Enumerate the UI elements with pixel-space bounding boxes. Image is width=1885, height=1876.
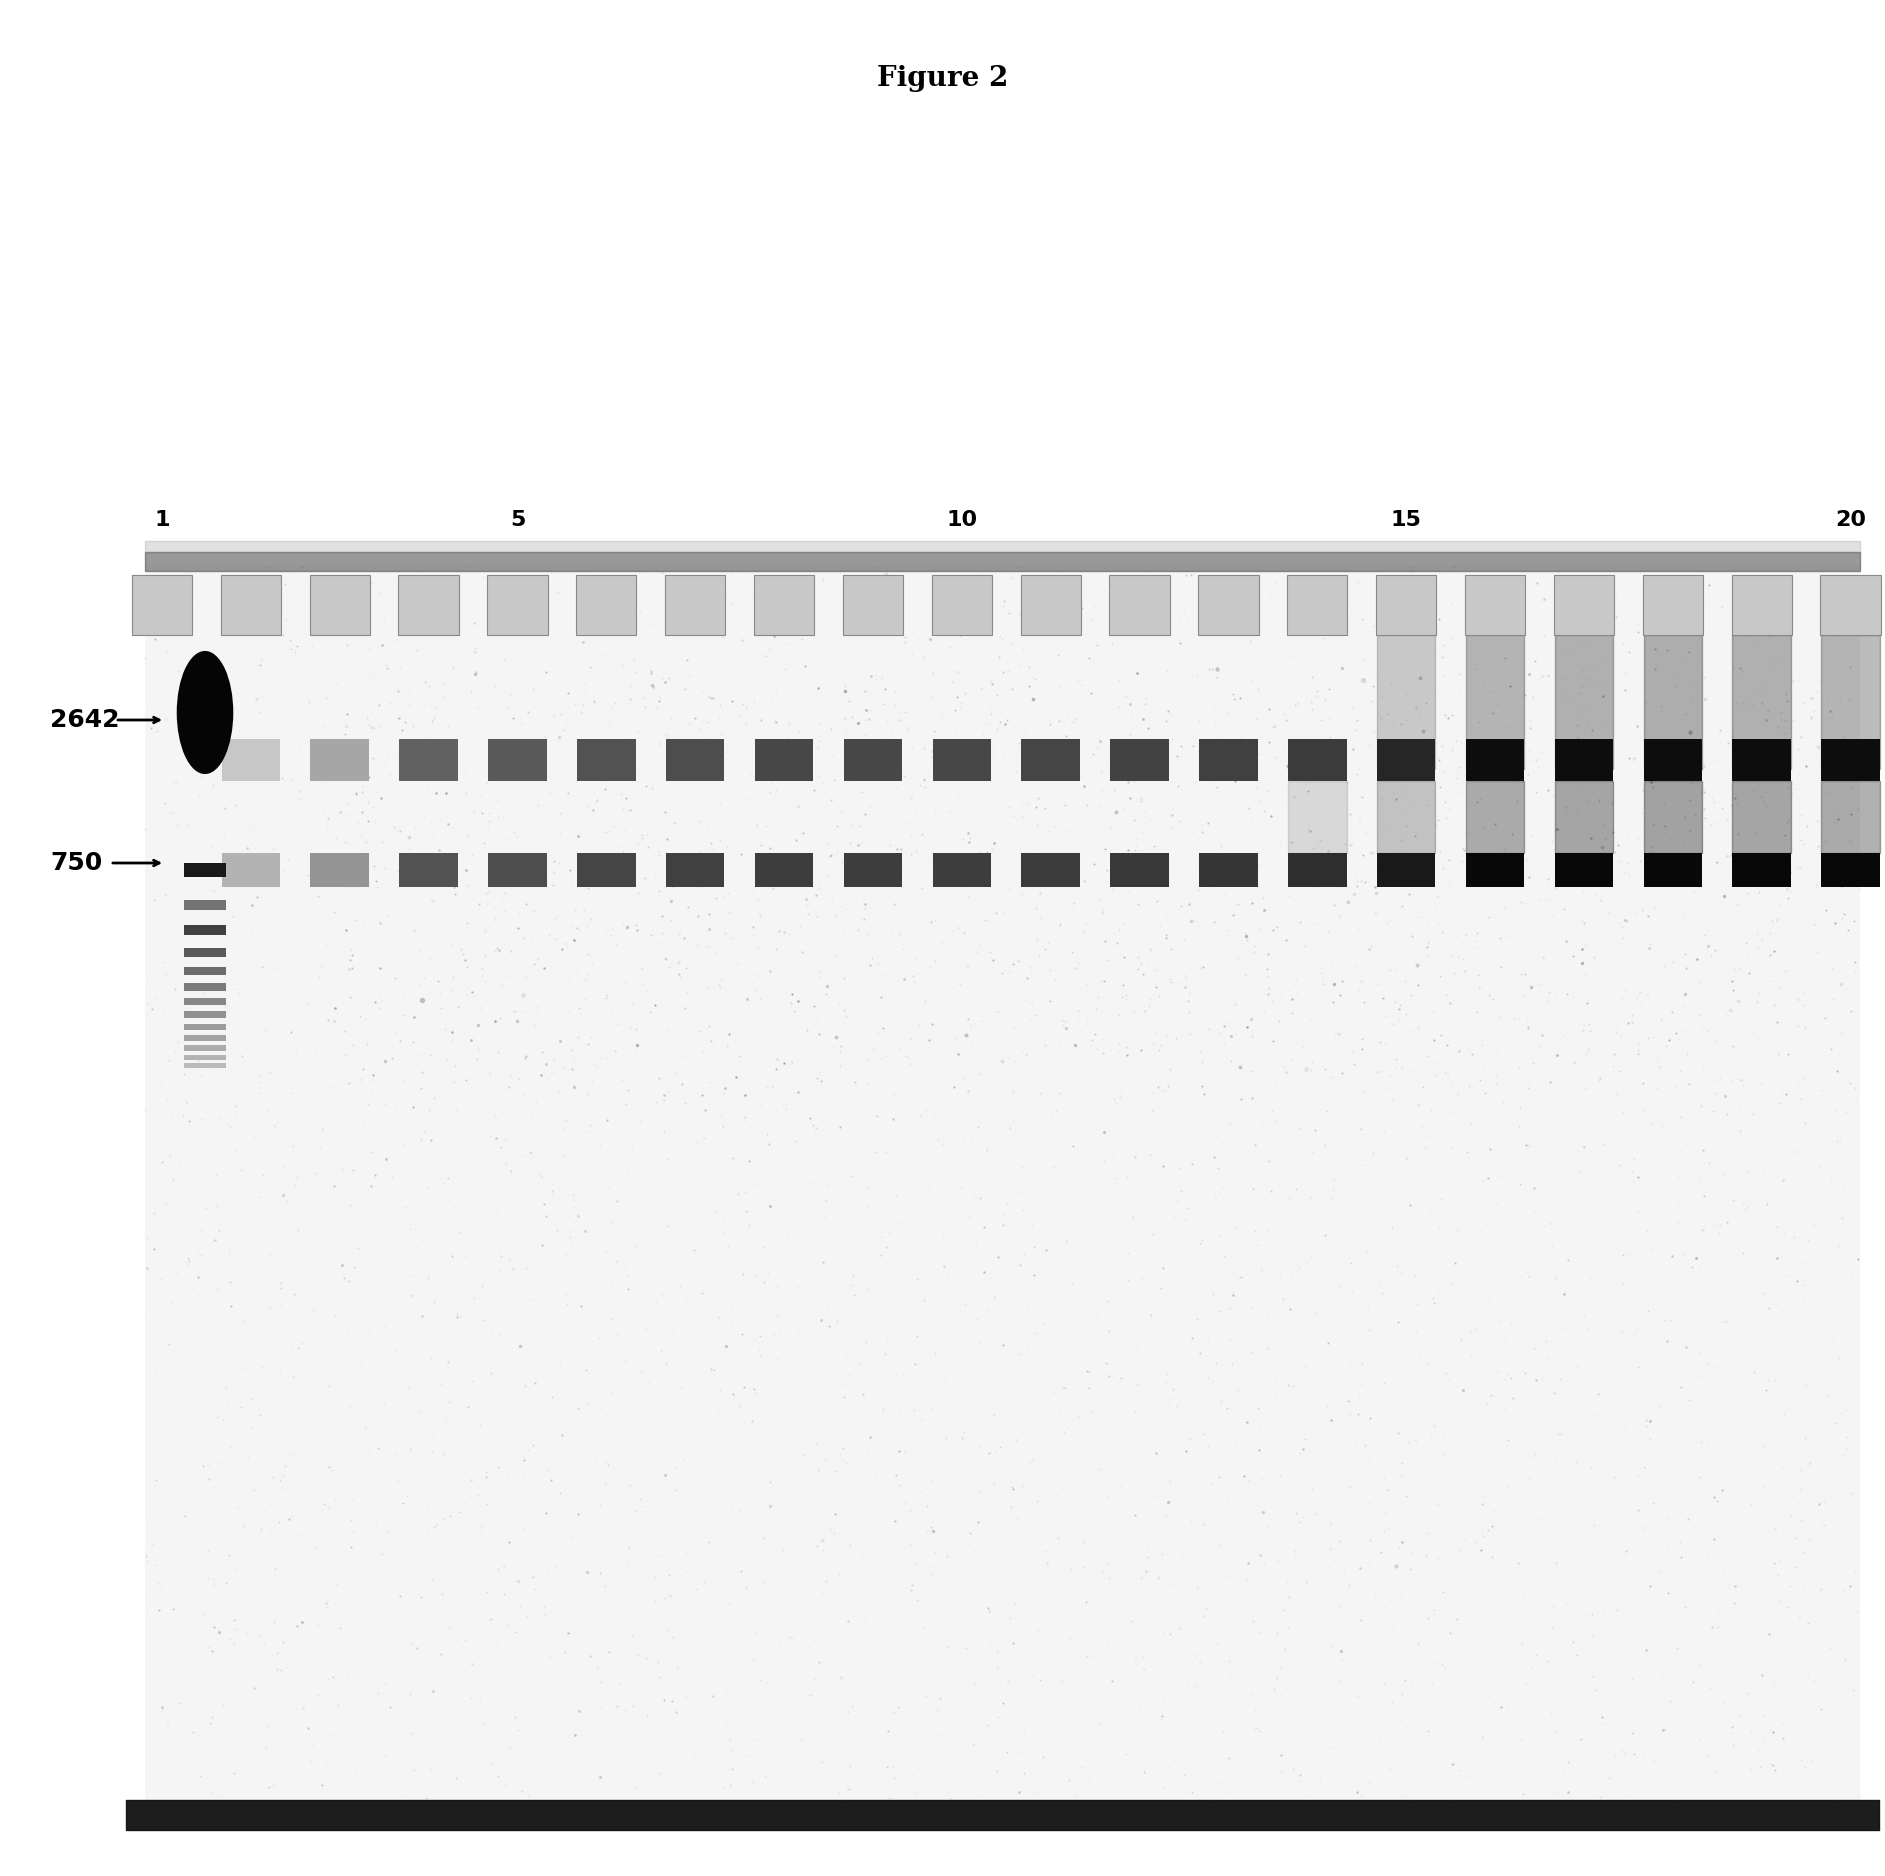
Bar bbox=[754, 739, 812, 780]
Bar bbox=[488, 739, 547, 780]
Bar bbox=[185, 863, 226, 876]
Bar bbox=[933, 854, 992, 887]
Bar bbox=[1020, 576, 1080, 634]
Bar bbox=[221, 576, 281, 634]
Bar bbox=[185, 1062, 226, 1067]
Bar bbox=[1465, 576, 1525, 634]
Bar bbox=[400, 854, 458, 887]
Text: Figure 2: Figure 2 bbox=[877, 66, 1008, 92]
Bar bbox=[1287, 854, 1346, 887]
Bar bbox=[1644, 739, 1702, 780]
Bar bbox=[1110, 739, 1169, 780]
Bar bbox=[1642, 576, 1702, 634]
Bar bbox=[577, 854, 635, 887]
Bar bbox=[132, 576, 192, 634]
Bar bbox=[1732, 576, 1793, 634]
Bar bbox=[1376, 576, 1436, 634]
Bar bbox=[1821, 854, 1879, 887]
Bar bbox=[1555, 854, 1614, 887]
Bar bbox=[1555, 739, 1614, 780]
Bar bbox=[933, 739, 992, 780]
Bar bbox=[398, 576, 458, 634]
Text: 20: 20 bbox=[1836, 510, 1866, 531]
Bar bbox=[185, 1036, 226, 1041]
Bar bbox=[1732, 854, 1791, 887]
Bar bbox=[1821, 576, 1881, 634]
Bar bbox=[185, 1045, 226, 1051]
Bar bbox=[1199, 854, 1257, 887]
Text: 750: 750 bbox=[51, 852, 102, 874]
Bar bbox=[1467, 739, 1525, 780]
Text: 2642: 2642 bbox=[51, 707, 119, 732]
Bar bbox=[1022, 854, 1080, 887]
Bar bbox=[222, 854, 281, 887]
Bar bbox=[145, 565, 1860, 1820]
Text: 1: 1 bbox=[155, 510, 170, 531]
Bar bbox=[1821, 739, 1879, 780]
Bar bbox=[754, 854, 812, 887]
Bar bbox=[311, 854, 369, 887]
Bar bbox=[185, 925, 226, 934]
Bar bbox=[185, 900, 226, 910]
Bar bbox=[185, 1054, 226, 1060]
Bar bbox=[185, 1024, 226, 1030]
Bar bbox=[665, 576, 726, 634]
Bar bbox=[1644, 854, 1702, 887]
Ellipse shape bbox=[177, 651, 234, 775]
Bar bbox=[754, 576, 814, 634]
Text: 10: 10 bbox=[946, 510, 978, 531]
Bar bbox=[400, 739, 458, 780]
Bar bbox=[488, 854, 547, 887]
Bar bbox=[1199, 739, 1257, 780]
Bar bbox=[1110, 576, 1171, 634]
Bar bbox=[1467, 854, 1525, 887]
Bar bbox=[488, 576, 549, 634]
Bar bbox=[185, 966, 226, 976]
Bar bbox=[222, 739, 281, 780]
Bar bbox=[1732, 739, 1791, 780]
Bar bbox=[1199, 576, 1259, 634]
Bar bbox=[843, 576, 903, 634]
Bar bbox=[665, 739, 724, 780]
Bar bbox=[1022, 739, 1080, 780]
Bar bbox=[1287, 576, 1348, 634]
Bar bbox=[311, 739, 369, 780]
Bar bbox=[1376, 854, 1434, 887]
Bar bbox=[844, 739, 903, 780]
Text: 15: 15 bbox=[1391, 510, 1421, 531]
Bar bbox=[1287, 739, 1346, 780]
Bar bbox=[665, 854, 724, 887]
Bar bbox=[1110, 854, 1169, 887]
Bar bbox=[185, 947, 226, 957]
Bar bbox=[844, 854, 903, 887]
Bar bbox=[185, 998, 226, 1006]
Bar bbox=[309, 576, 369, 634]
Bar bbox=[185, 983, 226, 991]
Bar bbox=[185, 1011, 226, 1019]
Bar bbox=[931, 576, 992, 634]
Bar bbox=[1376, 739, 1434, 780]
Bar bbox=[577, 576, 637, 634]
Bar bbox=[1553, 576, 1614, 634]
Text: 5: 5 bbox=[509, 510, 526, 531]
Bar bbox=[577, 739, 635, 780]
